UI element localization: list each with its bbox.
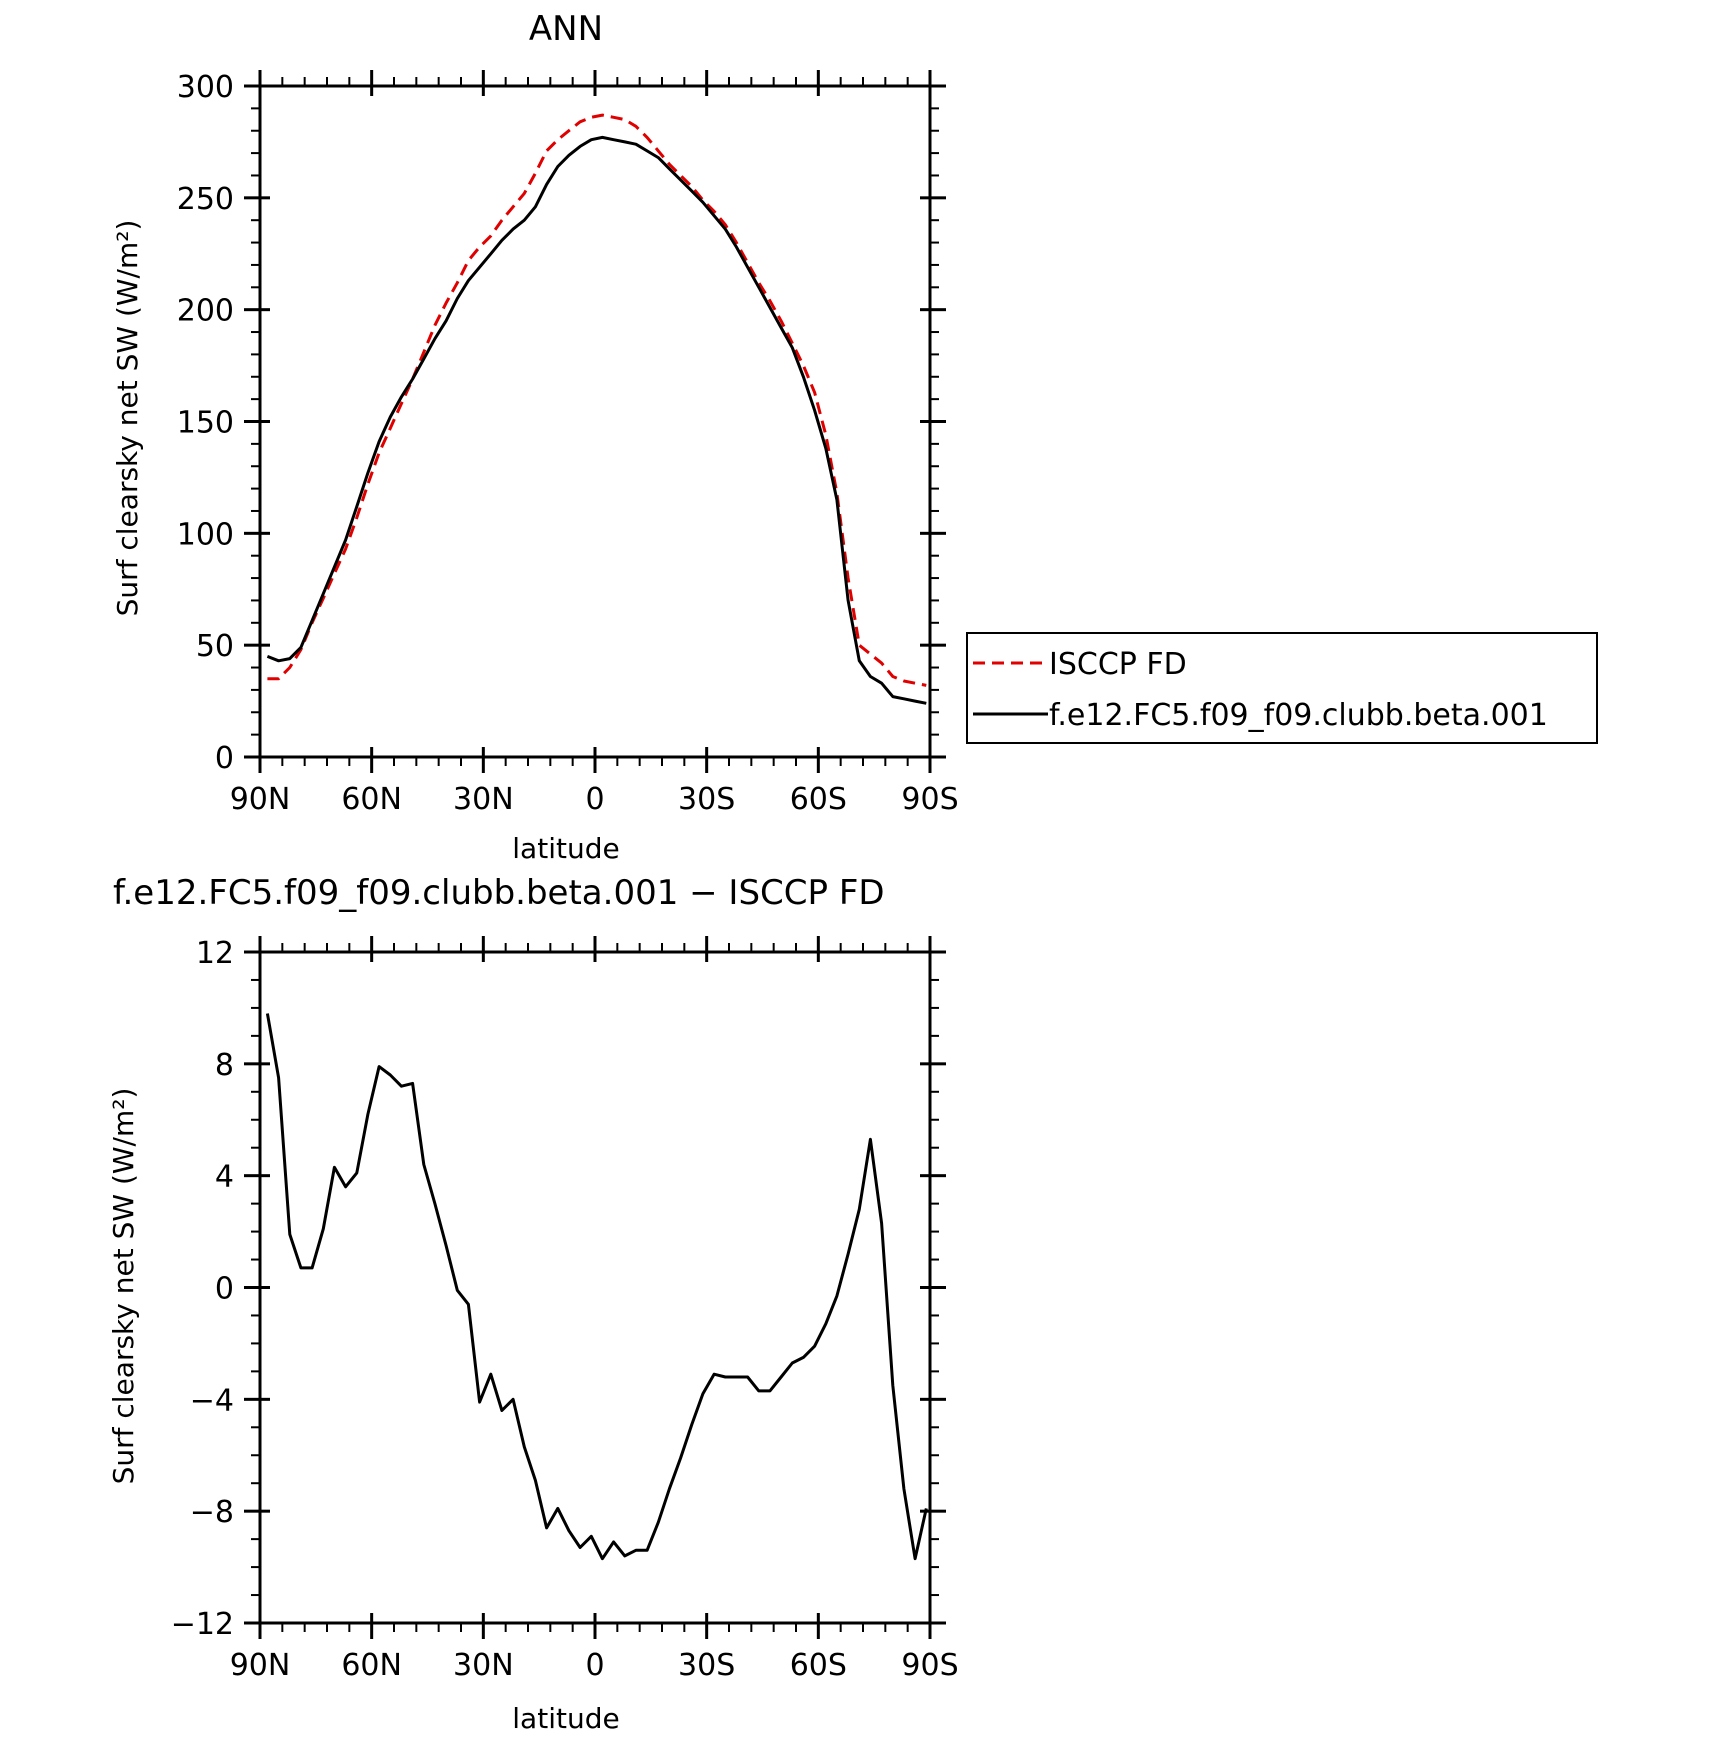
legend-label-model: f.e12.FC5.f09_f09.clubb.beta.001 xyxy=(1049,698,1548,733)
top-x-tick-label: 0 xyxy=(585,782,604,817)
top-x-tick-label: 30N xyxy=(453,782,514,817)
bottom-x-tick-label: 60S xyxy=(790,1648,847,1683)
bottom-y-tick-label: 4 xyxy=(215,1160,234,1195)
bottom-x-tick-label: 0 xyxy=(585,1648,604,1683)
top-x-tick-label: 90N xyxy=(230,782,291,817)
bottom-y-tick-label: −12 xyxy=(171,1607,234,1642)
top-panel-x-axis-label: latitude xyxy=(512,832,619,865)
bottom-y-tick-label: 0 xyxy=(215,1272,234,1307)
bottom-y-tick-label: 8 xyxy=(215,1048,234,1083)
bottom-panel-series xyxy=(265,1013,928,1561)
bottom-x-tick-label: 90N xyxy=(230,1648,291,1683)
top-plot-frame xyxy=(258,84,932,759)
bottom-panel-title: f.e12.FC5.f09_f09.clubb.beta.001 − ISCCP… xyxy=(113,873,885,913)
top-y-tick-label: 50 xyxy=(196,629,234,664)
top-x-tick-label: 60N xyxy=(341,782,402,817)
bottom-panel-x-axis-label: latitude xyxy=(512,1702,619,1734)
top-x-tick-label: 90S xyxy=(901,782,958,817)
legend: ISCCP FD f.e12.FC5.f09_f09.clubb.beta.00… xyxy=(966,632,1598,744)
top-y-tick-label: 200 xyxy=(177,294,234,329)
top-x-tick-label: 60S xyxy=(790,782,847,817)
bottom-panel: f.e12.FC5.f09_f09.clubb.beta.001 − ISCCP… xyxy=(107,873,959,1735)
top-x-tick-label: 30S xyxy=(678,782,735,817)
top-panel-series xyxy=(266,113,927,705)
bottom-panel-y-axis-label: Surf clearsky net SW (W/m²) xyxy=(107,1088,140,1485)
top-y-tick-label: 100 xyxy=(177,517,234,552)
top-series-line-isccp-fd xyxy=(267,113,927,687)
top-panel-y-axis-label: Surf clearsky net SW (W/m²) xyxy=(111,220,144,617)
bottom-series-line-difference xyxy=(265,1013,928,1561)
top-y-tick-label: 300 xyxy=(177,70,234,105)
bottom-x-tick-label: 30N xyxy=(453,1648,514,1683)
bottom-plot-frame xyxy=(258,950,932,1625)
bottom-y-tick-label: −4 xyxy=(190,1383,234,1418)
top-y-tick-label: 250 xyxy=(177,182,234,217)
bottom-x-tick-label: 30S xyxy=(678,1648,735,1683)
bottom-x-tick-label: 60N xyxy=(341,1648,402,1683)
bottom-panel-axes: 90N 60N 30N 0 30S 60S 90S −12 −8 −4 0 4 8 12 xyxy=(171,936,959,1683)
top-panel: ANN 90N 60N 30N 0 30S 60S 90S 0 50 100 150 200 250 30… xyxy=(111,9,959,865)
bottom-x-tick-label: 90S xyxy=(901,1648,958,1683)
top-panel-axes: 90N 60N 30N 0 30S 60S 90S 0 50 100 150 200 250 300 xyxy=(177,70,959,817)
legend-box xyxy=(966,632,1598,744)
top-series-line-f-e12-fc5-f09-f09-clubb-beta-001 xyxy=(266,135,927,705)
bottom-y-tick-label: 12 xyxy=(196,936,234,971)
top-y-tick-label: 0 xyxy=(215,741,234,776)
top-panel-title: ANN xyxy=(529,9,603,49)
bottom-y-tick-label: −8 xyxy=(190,1495,234,1530)
legend-label-isccp: ISCCP FD xyxy=(1049,647,1187,682)
top-y-tick-label: 150 xyxy=(177,406,234,441)
